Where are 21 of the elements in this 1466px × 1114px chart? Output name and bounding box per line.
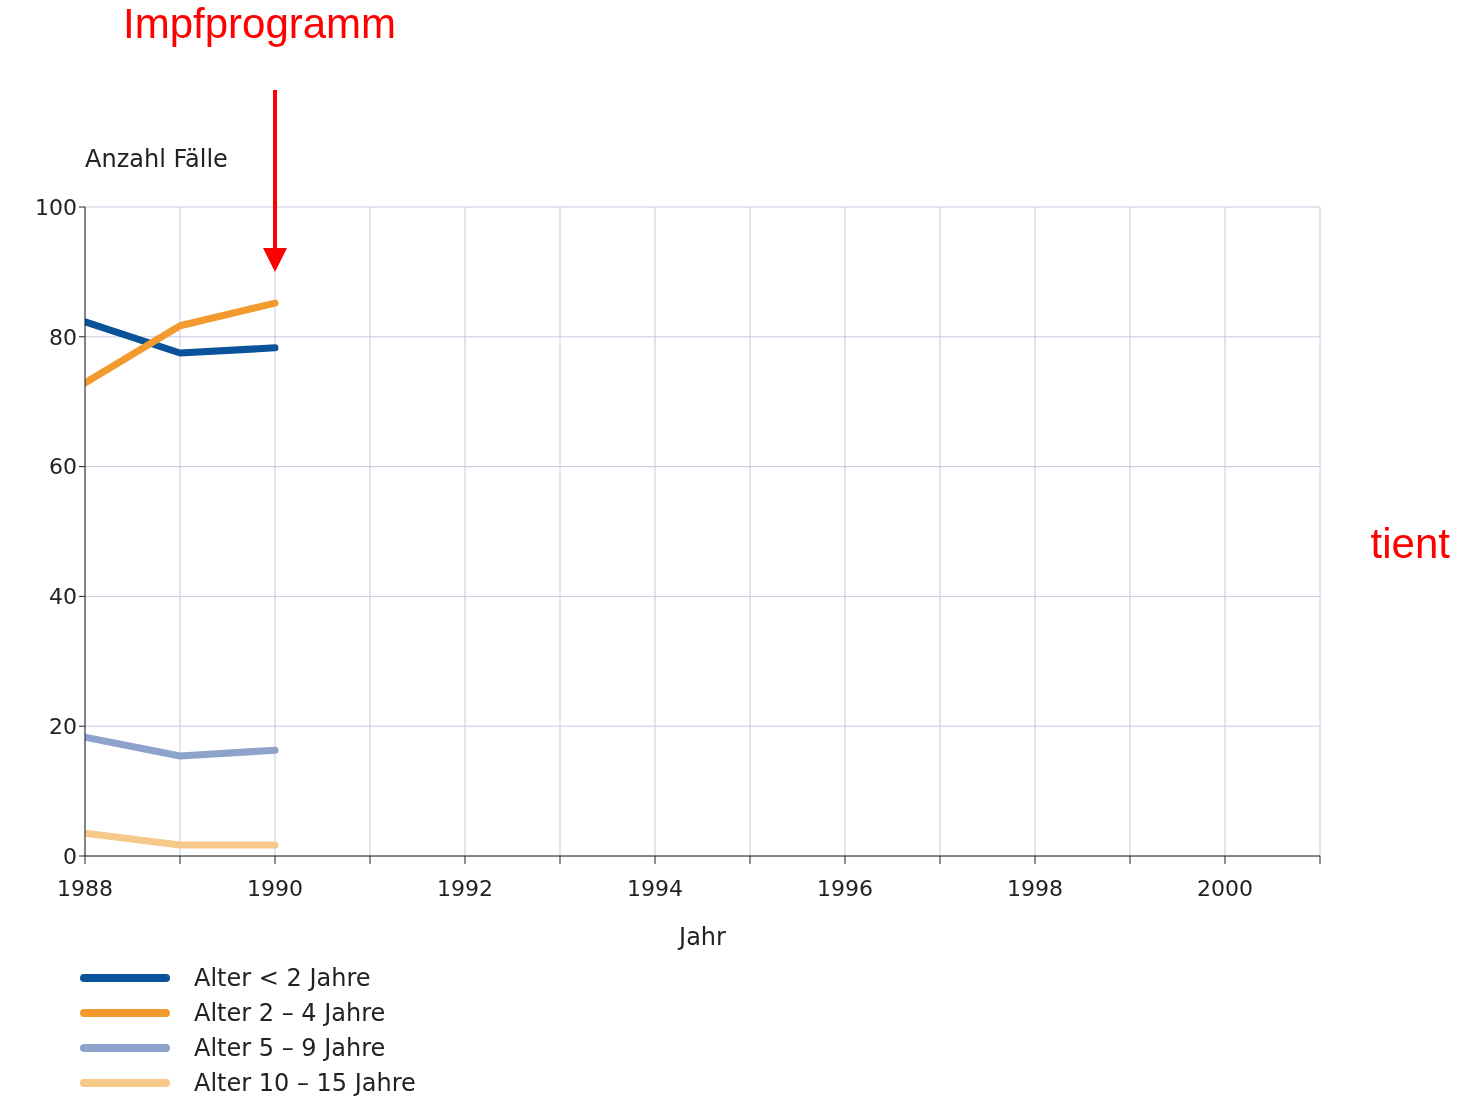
y-tick-label: 80 <box>49 324 77 350</box>
x-tick-label: 1990 <box>247 875 303 901</box>
x-axis-title: Jahr <box>676 923 727 951</box>
text: tient <box>1370 520 1450 568</box>
x-tick-label: 2000 <box>1197 875 1253 901</box>
y-tick-label: 0 <box>63 843 77 869</box>
text: Impfprogramm <box>123 0 397 48</box>
legend-label: Alter < 2 Jahre <box>194 963 371 992</box>
legend-label: Alter 2 – 4 Jahre <box>194 998 386 1027</box>
y-tick-label: 60 <box>49 454 77 480</box>
y-tick-label: 40 <box>49 584 77 610</box>
legend-label: Alter 10 – 15 Jahre <box>194 1068 416 1097</box>
x-tick-label: 1992 <box>437 875 493 901</box>
y-axis-title: Anzahl Fälle <box>85 145 228 173</box>
x-tick-label: 1998 <box>1007 875 1063 901</box>
y-tick-label: 100 <box>35 194 77 220</box>
x-tick-label: 1988 <box>57 875 113 901</box>
x-tick-label: 1996 <box>817 875 873 901</box>
legend-label: Alter 5 – 9 Jahre <box>194 1033 386 1062</box>
y-tick-label: 20 <box>49 714 77 740</box>
x-tick-label: 1994 <box>627 875 683 901</box>
